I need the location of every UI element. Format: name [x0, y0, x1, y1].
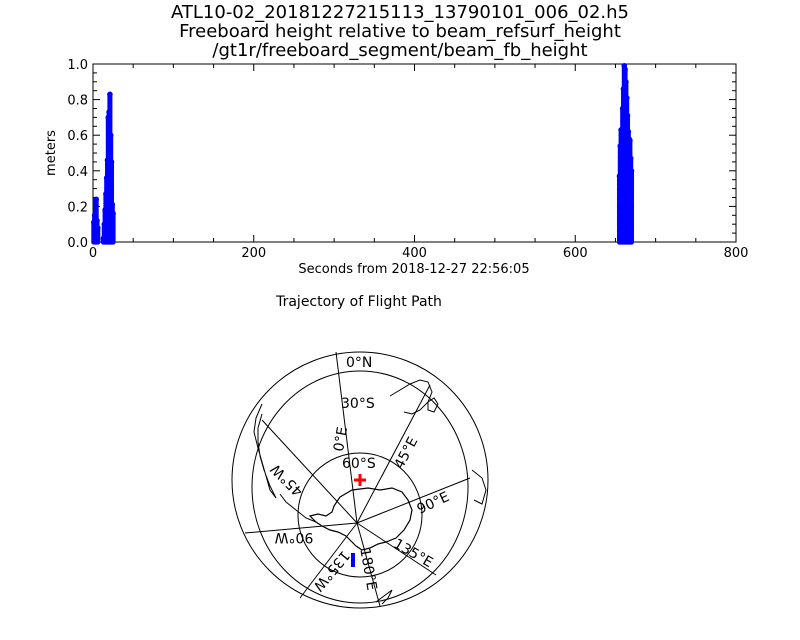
meridian-90w: [244, 522, 358, 534]
data-point-peak: [108, 159, 115, 165]
madagascar-coastline: [427, 397, 439, 413]
meridian-45w: [261, 419, 358, 524]
label-lon-135w: 135°W: [310, 547, 353, 594]
data-point-peak: [627, 137, 633, 144]
label-lat-0n: 0°N: [346, 355, 372, 371]
x-tick-label: 0: [89, 246, 97, 261]
x-tick-label: 200: [241, 246, 266, 261]
data-point-peak: [94, 217, 100, 224]
label-lon-45e: 45°E: [392, 435, 422, 472]
meridian-90e: [356, 477, 471, 524]
y-tick-label: 0.8: [67, 94, 88, 109]
label-lat-60s: 60°S: [342, 456, 376, 472]
data-point-peak: [627, 155, 634, 162]
africa-coastline: [389, 379, 433, 415]
data-point-peak: [628, 168, 635, 174]
latitude-circle-60s: [297, 452, 423, 578]
y-tick-label: 0.4: [67, 165, 88, 180]
map-title: Trajectory of Flight Path: [275, 294, 442, 310]
new-zealand-coastline: [375, 589, 393, 605]
x-tick-label: 600: [563, 246, 588, 261]
label-lon-90w: 90°W: [275, 529, 314, 545]
map-boundary: [231, 351, 489, 609]
trajectory-map: 0°N 30°S 60°S 0°E 45°E 90°E 135°E 180°E …: [231, 351, 489, 609]
meridian-45e: [356, 384, 431, 524]
data-point-peak: [625, 128, 632, 135]
label-lon-0e: 0°E: [331, 426, 351, 453]
south-america-coastline: [253, 403, 277, 499]
meridian-0e: [335, 351, 358, 524]
y-tick-label: 0.2: [67, 200, 88, 215]
data-point-peak: [107, 132, 114, 138]
plot-frame: [92, 63, 737, 243]
latitude-circle-30s: [251, 370, 469, 604]
data-point-peak: [623, 95, 630, 101]
data-point-peak: [109, 201, 116, 208]
y-tick-label: 0.0: [67, 236, 88, 251]
meridian-180e: [356, 522, 381, 607]
meridian-135w: [299, 522, 358, 599]
data-points: [91, 63, 635, 245]
data-point-peak: [110, 210, 116, 217]
label-lon-135e: 135°E: [391, 536, 436, 571]
chart-title-description: Freeboard height relative to beam_refsur…: [179, 21, 621, 42]
y-axis-ticks: 0.0 0.2 0.4 0.6 0.8 1.0: [67, 58, 736, 251]
data-point-peak: [93, 196, 99, 203]
y-tick-label: 1.0: [67, 58, 88, 73]
flight-track: [351, 553, 355, 567]
label-lon-90e: 90°E: [415, 489, 452, 518]
antarctica-coastline: [308, 487, 413, 551]
x-axis-label: Seconds from 2018-12-27 22:56:05: [298, 262, 529, 277]
meridian-135e: [356, 522, 437, 576]
data-point-peak: [95, 225, 101, 231]
x-tick-label: 800: [724, 246, 749, 261]
data-point-peak: [624, 112, 631, 119]
data-point-peak: [622, 66, 628, 73]
chart-title-filename: ATL10-02_20181227215113_13790101_006_02.…: [170, 2, 630, 23]
x-axis-ticks: 0 200 400 600 800: [89, 64, 749, 261]
antarctic-peninsula: [279, 493, 317, 523]
x-tick-label: 400: [402, 246, 427, 261]
y-tick-label: 0.6: [67, 129, 88, 144]
data-point-peak: [623, 79, 629, 85]
data-point-peak: [107, 91, 113, 98]
y-axis-label: meters: [44, 130, 59, 176]
flight-start-marker: [354, 474, 366, 486]
australia-coastline: [471, 469, 487, 505]
label-lat-30s: 30°S: [341, 396, 375, 412]
label-lon-180e: 180°E: [356, 547, 379, 592]
chart-title-dataset-path: /gt1r/freeboard_segment/beam_fb_height: [212, 40, 588, 61]
